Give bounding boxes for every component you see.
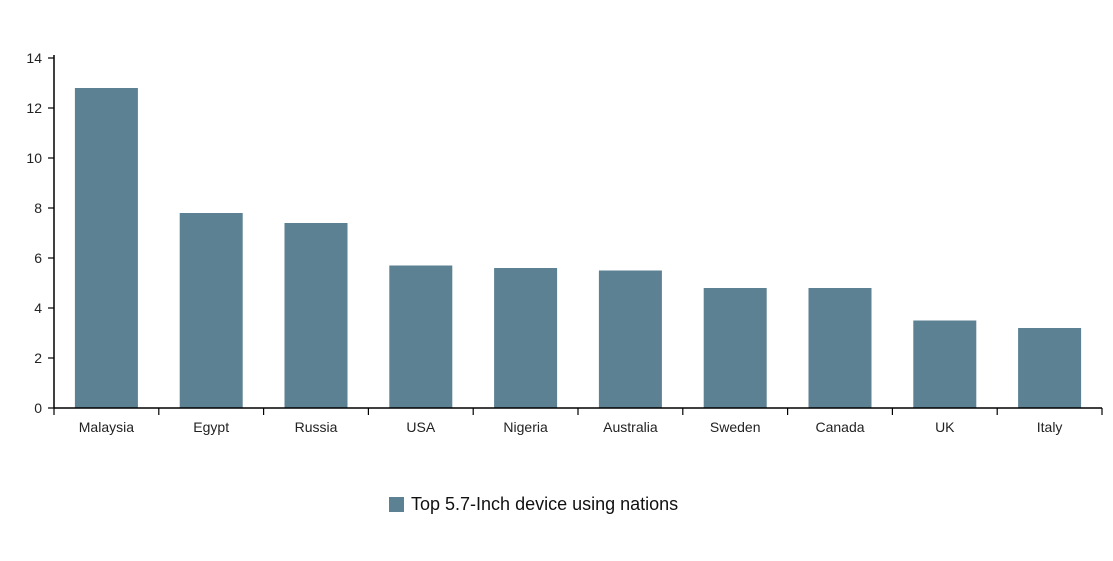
x-tick-label: Russia xyxy=(295,419,338,435)
y-tick-label: 14 xyxy=(26,50,42,66)
y-axis: 0 2 4 6 8 10 12 14 xyxy=(26,50,55,416)
y-tick-label: 6 xyxy=(34,250,42,266)
y-tick-label: 12 xyxy=(26,100,42,116)
bar-nigeria xyxy=(494,268,558,408)
bar-malaysia xyxy=(74,88,138,408)
bar-italy xyxy=(1018,328,1082,408)
bar-australia xyxy=(598,270,662,408)
x-tick-label: Egypt xyxy=(193,419,229,435)
bar-sweden xyxy=(703,288,767,408)
legend-label: Top 5.7-Inch device using nations xyxy=(411,493,679,514)
x-tick-label: UK xyxy=(935,419,955,435)
y-tick-label: 2 xyxy=(34,350,42,366)
bar-uk xyxy=(913,320,977,408)
y-tick-label: 8 xyxy=(34,200,42,216)
x-tick-label: Malaysia xyxy=(79,419,134,435)
x-tick-label: Canada xyxy=(815,419,864,435)
bar-egypt xyxy=(179,213,243,408)
bar-usa xyxy=(389,265,453,408)
bars-group xyxy=(74,88,1082,408)
y-tick-label: 10 xyxy=(26,150,42,166)
x-axis: Malaysia Egypt Russia USA Nigeria Australia Sw… xyxy=(53,407,1103,435)
x-tick-label: Sweden xyxy=(710,419,761,435)
legend-swatch xyxy=(389,496,404,512)
x-tick-label: Italy xyxy=(1037,419,1063,435)
y-tick-label: 4 xyxy=(34,300,42,316)
bar-russia xyxy=(284,223,348,408)
y-tick-label: 0 xyxy=(34,400,42,416)
legend: Top 5.7-Inch device using nations xyxy=(389,494,678,514)
bar-canada xyxy=(808,288,872,408)
x-tick-label: USA xyxy=(406,419,435,435)
x-tick-label: Nigeria xyxy=(503,419,548,435)
x-tick-label: Australia xyxy=(603,419,658,435)
